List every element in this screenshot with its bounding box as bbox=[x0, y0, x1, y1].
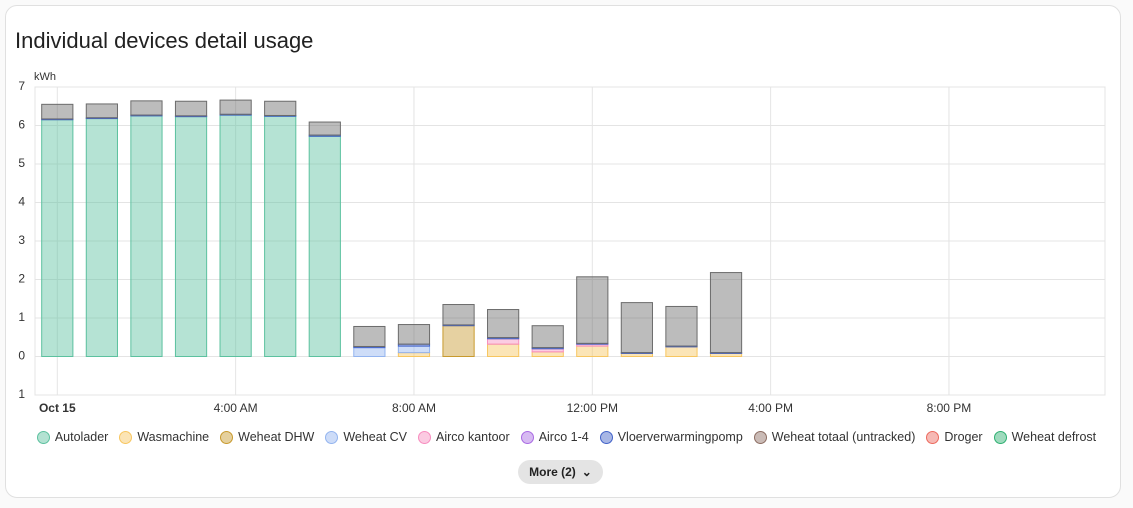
more-label: More (2) bbox=[529, 465, 576, 479]
bar-segment bbox=[85, 118, 118, 357]
y-tick-label: 6 bbox=[18, 118, 25, 132]
legend-item[interactable]: Weheat CV bbox=[325, 430, 407, 444]
bar-segment bbox=[709, 272, 743, 354]
bar-segment bbox=[397, 324, 431, 345]
y-tick-label: 7 bbox=[18, 79, 25, 93]
legend-label: Droger bbox=[944, 430, 983, 444]
x-tick-label: 12:00 PM bbox=[567, 401, 618, 415]
legend-item[interactable]: Airco kantoor bbox=[418, 430, 510, 444]
bar-segment bbox=[219, 114, 252, 358]
legend-swatch bbox=[220, 430, 234, 444]
bar-segment bbox=[620, 302, 653, 354]
legend-label: Weheat totaal (untracked) bbox=[771, 430, 916, 444]
bar-segment bbox=[85, 103, 118, 119]
chevron: ⌄ bbox=[581, 465, 592, 479]
bar-segment bbox=[41, 119, 74, 357]
bar-segment bbox=[442, 325, 475, 358]
bar-segment bbox=[487, 343, 520, 357]
y-tick-label: 4 bbox=[18, 195, 25, 209]
y-tick-label: 1 bbox=[18, 387, 25, 401]
y-tick-label: 3 bbox=[18, 233, 25, 247]
x-tick-label: 4:00 AM bbox=[214, 401, 258, 415]
chart-title: Individual devices detail usage bbox=[15, 28, 313, 53]
legend-label: Airco kantoor bbox=[436, 430, 510, 444]
more-button[interactable]: More (2) ⌄ bbox=[518, 460, 603, 484]
x-tick-label: 4:00 PM bbox=[748, 401, 793, 415]
legend-item[interactable]: Airco 1-4 bbox=[520, 430, 589, 444]
legend-label: Wasmachine bbox=[137, 430, 210, 444]
x-tick-label: Oct 15 bbox=[39, 401, 76, 415]
bar-segment bbox=[531, 325, 564, 349]
legend-swatch bbox=[418, 430, 432, 444]
legend-swatch bbox=[325, 430, 339, 444]
bar-segment bbox=[353, 325, 386, 347]
y-tick-label: 5 bbox=[18, 156, 25, 170]
y-axis-label: kWh bbox=[34, 71, 56, 83]
bar-segment bbox=[665, 305, 698, 347]
x-tick-label: 8:00 AM bbox=[392, 401, 436, 415]
bar-segment bbox=[576, 276, 609, 344]
x-tick-label: 8:00 PM bbox=[927, 401, 972, 415]
legend-item[interactable]: Autolader bbox=[36, 430, 109, 444]
y-tick-label: 2 bbox=[18, 272, 25, 286]
bar-segment bbox=[308, 135, 341, 357]
y-tick-label: 1 bbox=[18, 310, 25, 324]
bar-segment bbox=[576, 345, 609, 358]
legend-label: Autolader bbox=[54, 430, 109, 444]
legend-label: Airco 1-4 bbox=[538, 430, 589, 444]
y-tick-label: 0 bbox=[18, 349, 25, 363]
legend-label: Weheat defrost bbox=[1011, 430, 1097, 444]
legend-item[interactable]: Weheat DHW bbox=[220, 430, 314, 444]
legend-swatch bbox=[753, 430, 767, 444]
bar-segment bbox=[397, 345, 431, 354]
bar-segment bbox=[531, 351, 564, 358]
legend-swatch bbox=[520, 430, 534, 444]
legend-swatch bbox=[119, 430, 133, 444]
legend-swatch bbox=[926, 430, 940, 444]
legend-item[interactable]: Weheat defrost bbox=[993, 430, 1097, 444]
legend-item[interactable]: Wasmachine bbox=[119, 430, 209, 444]
legend-label: Weheat CV bbox=[343, 430, 408, 444]
legend-item[interactable]: Droger bbox=[926, 430, 983, 444]
legend-swatch bbox=[993, 430, 1007, 444]
legend-swatch bbox=[36, 430, 50, 444]
legend-swatch bbox=[599, 430, 613, 444]
bar-segment bbox=[442, 304, 475, 326]
bar-segment bbox=[41, 103, 74, 120]
bar-segment bbox=[353, 347, 386, 357]
bar-segment bbox=[397, 352, 431, 357]
bar-segment bbox=[130, 100, 163, 116]
legend: Autolader Wasmachine Weheat DHW Weheat CV Ai… bbox=[25, 430, 1108, 444]
bar-segment bbox=[174, 100, 208, 117]
bar-segment bbox=[665, 346, 698, 357]
bar-segment bbox=[487, 309, 520, 339]
legend-label: Weheat DHW bbox=[238, 430, 315, 444]
bar-segment bbox=[219, 99, 252, 115]
legend-item[interactable]: Vloerverwarmingpomp bbox=[599, 430, 743, 444]
bar-segment bbox=[487, 338, 520, 345]
bar-segment bbox=[264, 100, 297, 116]
legend-label: Vloerverwarmingpomp bbox=[617, 430, 743, 444]
bar-segment bbox=[264, 115, 297, 358]
bar-segment bbox=[130, 115, 163, 357]
legend-item[interactable]: Weheat totaal (untracked) bbox=[753, 430, 916, 444]
bar-segment bbox=[308, 121, 341, 136]
bar-segment bbox=[174, 116, 208, 357]
